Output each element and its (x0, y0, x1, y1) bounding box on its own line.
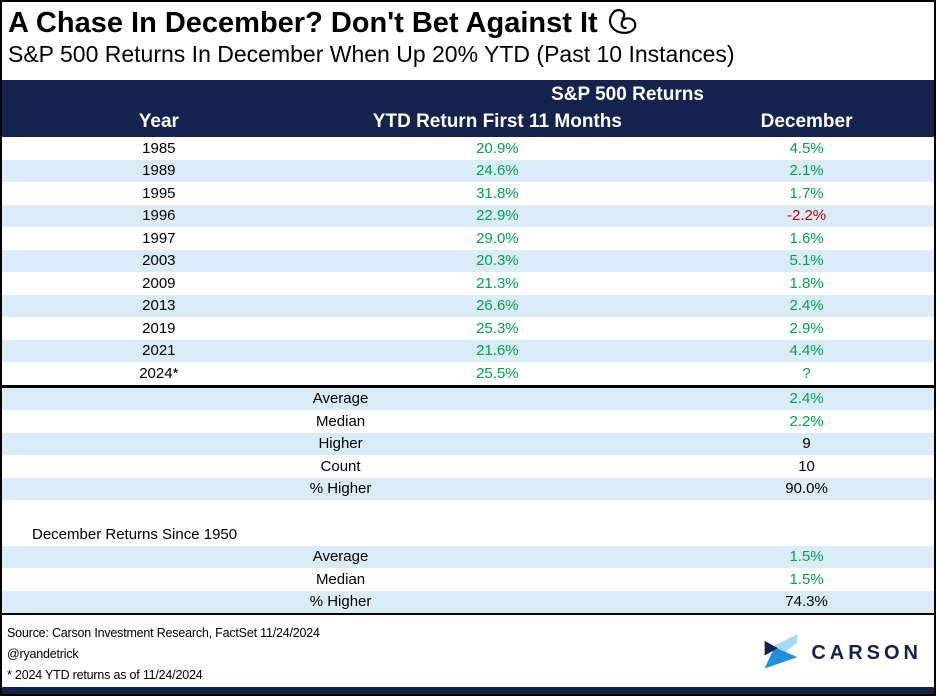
ytd-cell: 25.3% (476, 319, 519, 337)
since-1950-label: Average (312, 548, 369, 566)
december-cell: 4.5% (789, 139, 824, 157)
bottom-divider (2, 613, 934, 615)
table-row: 2021 21.6% 4.4% (2, 339, 934, 362)
carson-chevron-icon (764, 634, 798, 669)
summary-rows: Average 2.4% Median 2.2% Higher 9 Count 10 % Hig… (2, 387, 934, 500)
year-cell: 1997 (142, 229, 176, 247)
column-headers: Year YTD Return First 11 Months December (2, 111, 934, 133)
year-cell: 1989 (142, 162, 176, 180)
december-cell: 1.7% (789, 184, 824, 202)
table-row: 2019 25.3% 2.9% (2, 317, 934, 340)
since-1950-value: 74.3% (785, 593, 828, 611)
table-row: 1989 24.6% 2.1% (2, 159, 934, 182)
table-row: % Higher 74.3% (2, 590, 934, 613)
column-header-year: Year (138, 111, 179, 132)
year-cell: 1996 (142, 207, 176, 225)
ytd-cell: 20.9% (476, 139, 519, 157)
footer: Source: Carson Investment Research, Fact… (2, 615, 934, 689)
ytd-cell: 22.9% (476, 207, 519, 225)
december-cell: 1.6% (789, 229, 824, 247)
december-cell: 2.4% (789, 297, 824, 315)
december-cell: 4.4% (789, 342, 824, 360)
yearly-rows: 1985 20.9% 4.5% 1989 24.6% 2.1% 1995 31.8% 1.7% 1… (2, 137, 934, 385)
year-cell: 2009 (142, 274, 176, 292)
table-row: Higher 9 (2, 432, 934, 455)
table-row: Median 2.2% (2, 410, 934, 433)
ytd-cell: 24.6% (476, 162, 519, 180)
page-subtitle: S&P 500 Returns In December When Up 20% … (8, 41, 735, 68)
column-header-ytd: YTD Return First 11 Months (372, 111, 622, 132)
ytd-cell: 25.5% (476, 364, 519, 382)
table-row: 2013 26.6% 2.4% (2, 294, 934, 317)
december-cell: 1.8% (789, 274, 824, 292)
december-cell: -2.2% (786, 207, 827, 225)
ytd-cell: 20.3% (476, 252, 519, 270)
ytd-cell: 29.0% (476, 229, 519, 247)
since-1950-value: 1.5% (789, 548, 824, 566)
ytd-cell: 21.6% (476, 342, 519, 360)
december-cell: 2.1% (789, 162, 824, 180)
summary-label: Median (315, 412, 366, 430)
since-1950-label: Median (315, 570, 366, 588)
year-cell: 2003 (142, 252, 176, 270)
page-title-text: A Chase In December? Don't Bet Against I… (8, 7, 598, 39)
carson-logo-text: CARSON (811, 641, 922, 664)
twitter-handle: @ryandetrick (7, 647, 79, 661)
table-row: 1985 20.9% 4.5% (2, 137, 934, 160)
since-1950-heading: December Returns Since 1950 (32, 525, 238, 543)
since-1950-label: % Higher (309, 593, 372, 611)
since-1950-value: 1.5% (789, 570, 824, 588)
table-row: Median 1.5% (2, 568, 934, 591)
year-cell: 2013 (142, 297, 176, 315)
page-title: A Chase In December? Don't Bet Against I… (8, 5, 934, 41)
year-cell: 1995 (142, 184, 176, 202)
table-row: Average 2.4% (2, 387, 934, 410)
summary-label: % Higher (309, 480, 372, 498)
carson-logo: CARSON (763, 633, 922, 673)
flexed-biceps-icon (608, 9, 636, 34)
december-cell: 5.1% (789, 252, 824, 270)
section-divider (2, 384, 934, 388)
spacer (2, 500, 934, 523)
summary-label: Average (312, 390, 369, 408)
column-header-december: December (760, 111, 853, 132)
since-1950-rows: Average 1.5% Median 1.5% % Higher 74.3% (2, 545, 934, 613)
summary-label: Count (320, 457, 361, 475)
summary-label: Higher (318, 435, 363, 453)
summary-value: 2.4% (789, 390, 824, 408)
table-row: 1997 29.0% 1.6% (2, 227, 934, 250)
table-row: Average 1.5% (2, 545, 934, 568)
table-row: Count 10 (2, 455, 934, 478)
summary-value: 2.2% (789, 412, 824, 430)
table-row: 2009 21.3% 1.8% (2, 272, 934, 295)
summary-value: 90.0% (785, 480, 828, 498)
group-header: S&P 500 Returns (551, 84, 704, 105)
year-cell: 1985 (142, 139, 176, 157)
ytd-cell: 21.3% (476, 274, 519, 292)
table-row: 1995 31.8% 1.7% (2, 182, 934, 205)
december-cell: ? (802, 364, 811, 382)
bottom-accent-bar (2, 687, 934, 694)
year-cell: 2019 (142, 319, 176, 337)
footnote: * 2024 YTD returns as of 11/24/2024 (7, 668, 203, 682)
table-row: 2003 20.3% 5.1% (2, 249, 934, 272)
december-cell: 2.9% (789, 319, 824, 337)
table-row: 1996 22.9% -2.2% (2, 204, 934, 227)
year-cell: 2021 (142, 342, 176, 360)
summary-value: 10 (798, 457, 815, 475)
title-block: A Chase In December? Don't Bet Against I… (2, 2, 934, 80)
year-cell: 2024* (139, 364, 179, 382)
table-header: S&P 500 Returns Year YTD Return First 11… (2, 80, 934, 137)
ytd-cell: 26.6% (476, 297, 519, 315)
ytd-cell: 31.8% (476, 184, 519, 202)
table-row: % Higher 90.0% (2, 477, 934, 500)
table-row: 2024* 25.5%? (2, 362, 934, 385)
summary-value: 9 (802, 435, 811, 453)
source-note: Source: Carson Investment Research, Fact… (7, 626, 320, 640)
